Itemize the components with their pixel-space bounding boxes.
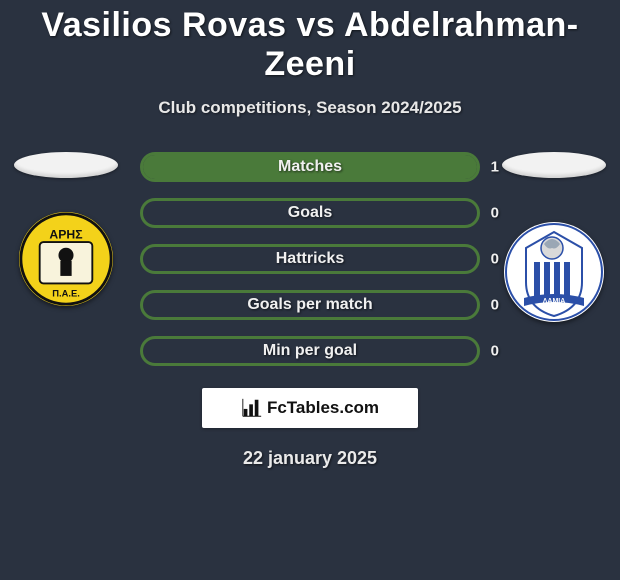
comparison-card: Vasilios Rovas vs Abdelrahman-Zeeni Club… — [0, 0, 620, 469]
stat-label: Hattricks — [276, 250, 344, 268]
player-silhouette-head-right — [502, 152, 606, 178]
aris-badge-icon: ΑΡΗΣ Π.Α.Ε. — [19, 212, 113, 306]
stat-bar-goals: Goals 0 — [140, 198, 480, 228]
left-player-column: ΑΡΗΣ Π.Α.Ε. — [6, 152, 126, 306]
stat-bar-matches: Matches 1 — [140, 152, 480, 182]
date-text: 22 january 2025 — [0, 448, 620, 469]
stat-label: Goals per match — [247, 296, 372, 314]
brand-box[interactable]: FcTables.com — [202, 388, 418, 428]
stat-value-right: 0 — [491, 251, 499, 268]
main-row: ΑΡΗΣ Π.Α.Ε. Matches 1 Goals 0 — [0, 152, 620, 366]
stat-value-right: 0 — [491, 343, 499, 360]
brand-text: FcTables.com — [267, 398, 379, 418]
aris-badge: ΑΡΗΣ Π.Α.Ε. — [19, 212, 113, 306]
lamia-badge-icon: ΛΑΜΙΑ — [504, 222, 604, 322]
stat-value-right: 1 — [491, 159, 499, 176]
svg-text:ΛΑΜΙΑ: ΛΑΜΙΑ — [543, 298, 566, 305]
stat-label: Min per goal — [263, 342, 357, 360]
player-silhouette-head-left — [14, 152, 118, 178]
stat-bar-goals-per-match: Goals per match 0 — [140, 290, 480, 320]
subtitle: Club competitions, Season 2024/2025 — [0, 98, 620, 118]
page-title: Vasilios Rovas vs Abdelrahman-Zeeni — [0, 6, 620, 84]
stat-bar-min-per-goal: Min per goal 0 — [140, 336, 480, 366]
bar-chart-icon — [241, 397, 263, 419]
stat-value-right: 0 — [491, 205, 499, 222]
stats-column: Matches 1 Goals 0 Hattricks 0 Goals per … — [126, 152, 494, 366]
svg-text:Π.Α.Ε.: Π.Α.Ε. — [52, 288, 80, 299]
stat-label: Goals — [288, 204, 332, 222]
stat-label: Matches — [278, 158, 342, 176]
right-player-column: ΛΑΜΙΑ — [494, 152, 614, 322]
stat-bar-hattricks: Hattricks 0 — [140, 244, 480, 274]
svg-text:ΑΡΗΣ: ΑΡΗΣ — [49, 227, 82, 241]
stat-value-right: 0 — [491, 297, 499, 314]
lamia-badge: ΛΑΜΙΑ — [504, 222, 604, 322]
